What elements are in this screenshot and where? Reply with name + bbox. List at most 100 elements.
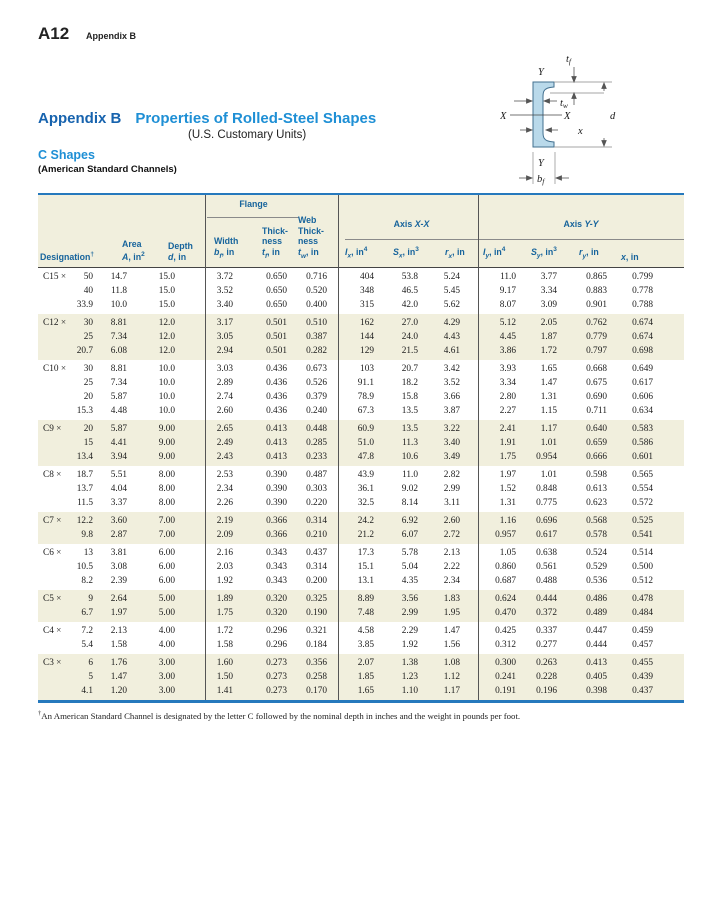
value-cell: 3.52 xyxy=(216,286,233,296)
value-cell: 15.0 xyxy=(158,286,175,296)
value-cell: 3.94 xyxy=(110,452,127,462)
value-cell: 67.3 xyxy=(357,406,374,416)
value-cell: 0.455 xyxy=(632,658,653,668)
value-cell: 0.273 xyxy=(266,658,287,668)
value-cell: 0.536 xyxy=(586,576,607,586)
value-cell: 9.02 xyxy=(401,484,418,494)
table-row: C10 × 30 8.81 10.0 3.03 0.436 0.673 103 20.7 3.42… xyxy=(38,362,684,376)
designation-cell: 4.1 xyxy=(81,686,93,696)
value-cell: 7.48 xyxy=(357,608,374,618)
vertical-rule-1 xyxy=(205,195,206,700)
value-cell: 3.11 xyxy=(444,498,460,508)
axis-yy-underline xyxy=(478,239,684,240)
value-cell: 0.500 xyxy=(632,562,653,572)
value-cell: 3.00 xyxy=(158,672,175,682)
row-group: C6 × 13 3.81 6.00 2.16 0.343 0.437 17.3 5.78 2.13… xyxy=(38,544,684,590)
row-group: C15 × 50 14.7 15.0 3.72 0.650 0.716 404 53.8 5.24… xyxy=(38,268,684,314)
spacer-cell xyxy=(653,450,684,464)
value-cell: 3.40 xyxy=(443,438,460,448)
value-cell: 2.87 xyxy=(110,530,127,540)
value-cell: 4.61 xyxy=(443,346,460,356)
value-cell: 3.87 xyxy=(443,406,460,416)
value-cell: 0.390 xyxy=(266,470,287,480)
value-cell: 404 xyxy=(360,272,374,282)
row-group: C12 × 30 8.81 12.0 3.17 0.501 0.510 162 27.0 4.29… xyxy=(38,314,684,360)
value-cell: 1.01 xyxy=(540,470,557,480)
value-cell: 24.0 xyxy=(401,332,418,342)
value-cell: 0.356 xyxy=(306,658,327,668)
value-cell: 5.78 xyxy=(401,548,418,558)
value-cell: 0.263 xyxy=(536,658,557,668)
value-cell: 6.00 xyxy=(158,548,175,558)
value-cell: 1.56 xyxy=(443,640,460,650)
value-cell: 0.716 xyxy=(306,272,327,282)
spacer-cell xyxy=(653,684,684,698)
value-cell: 3.08 xyxy=(110,562,127,572)
value-cell: 4.00 xyxy=(158,640,175,650)
table-row: 20.7 6.08 12.0 2.94 0.501 0.282 129 21.5 4.61 3.8… xyxy=(38,344,684,358)
value-cell: 2.94 xyxy=(216,346,233,356)
value-cell: 0.541 xyxy=(632,530,653,540)
table-row: 33.9 10.0 15.0 3.40 0.650 0.400 315 42.0 5.62 8.0… xyxy=(38,298,684,312)
value-cell: 0.799 xyxy=(632,272,653,282)
table-row: 25 7.34 12.0 3.05 0.501 0.387 144 24.0 4.43 4.45 1… xyxy=(38,330,684,344)
value-cell: 1.47 xyxy=(443,626,460,636)
value-cell: 2.89 xyxy=(216,378,233,388)
table-bottom-rule xyxy=(38,700,684,703)
spacer-cell xyxy=(653,390,684,404)
value-cell: 3.72 xyxy=(216,272,233,282)
column-header: Depth d, in xyxy=(168,241,193,262)
spacer-cell xyxy=(653,606,684,620)
designation-cell: 33.9 xyxy=(76,300,93,310)
value-cell: 1.65 xyxy=(540,364,557,374)
value-cell: 12.0 xyxy=(158,332,175,342)
value-cell: 0.696 xyxy=(536,516,557,526)
value-cell: 0.343 xyxy=(266,576,287,586)
value-cell: 0.565 xyxy=(632,470,653,480)
value-cell: 4.29 xyxy=(443,318,460,328)
column-header: x, in xyxy=(621,251,639,262)
value-cell: 8.00 xyxy=(158,470,175,480)
table-top-rule xyxy=(38,193,684,195)
spacer-cell xyxy=(653,656,684,670)
value-cell: 3.77 xyxy=(540,272,557,282)
table-row: C5 × 9 2.64 5.00 1.89 0.320 0.325 8.89 3.56 1.83 0… xyxy=(38,592,684,606)
value-cell: 0.779 xyxy=(586,332,607,342)
value-cell: 0.444 xyxy=(536,594,557,604)
value-cell: 0.484 xyxy=(632,608,653,618)
value-cell: 0.572 xyxy=(632,498,653,508)
vertical-rule-3 xyxy=(478,195,479,700)
value-cell: 7.34 xyxy=(110,332,127,342)
value-cell: 0.638 xyxy=(536,548,557,558)
value-cell: 20.7 xyxy=(401,364,418,374)
spacer-cell xyxy=(653,624,684,638)
value-cell: 53.8 xyxy=(401,272,418,282)
value-cell: 0.273 xyxy=(266,672,287,682)
header-bottom-rule xyxy=(38,267,684,268)
value-cell: 6.07 xyxy=(401,530,418,540)
value-cell: 0.606 xyxy=(632,392,653,402)
value-cell: 0.520 xyxy=(306,286,327,296)
spacer-cell xyxy=(653,592,684,606)
column-header: Area A, in2 xyxy=(122,239,145,262)
value-cell: 7.00 xyxy=(158,516,175,526)
value-cell: 3.40 xyxy=(216,300,233,310)
value-cell: 0.526 xyxy=(306,378,327,388)
value-cell: 0.321 xyxy=(306,626,327,636)
value-cell: 0.320 xyxy=(266,608,287,618)
value-cell: 4.58 xyxy=(357,626,374,636)
value-cell: 11.8 xyxy=(111,286,127,296)
value-cell: 0.668 xyxy=(586,364,607,374)
value-cell: 0.568 xyxy=(586,516,607,526)
value-cell: 5.00 xyxy=(158,594,175,604)
value-cell: 0.343 xyxy=(266,562,287,572)
value-cell: 2.60 xyxy=(216,406,233,416)
designation-cell: C7 × 12.2 xyxy=(43,516,93,526)
value-cell: 0.444 xyxy=(586,640,607,650)
designation-cell: C12 × 30 xyxy=(43,318,93,328)
value-cell: 0.387 xyxy=(306,332,327,342)
value-cell: 0.666 xyxy=(586,452,607,462)
value-cell: 1.47 xyxy=(540,378,557,388)
value-cell: 0.617 xyxy=(536,530,557,540)
